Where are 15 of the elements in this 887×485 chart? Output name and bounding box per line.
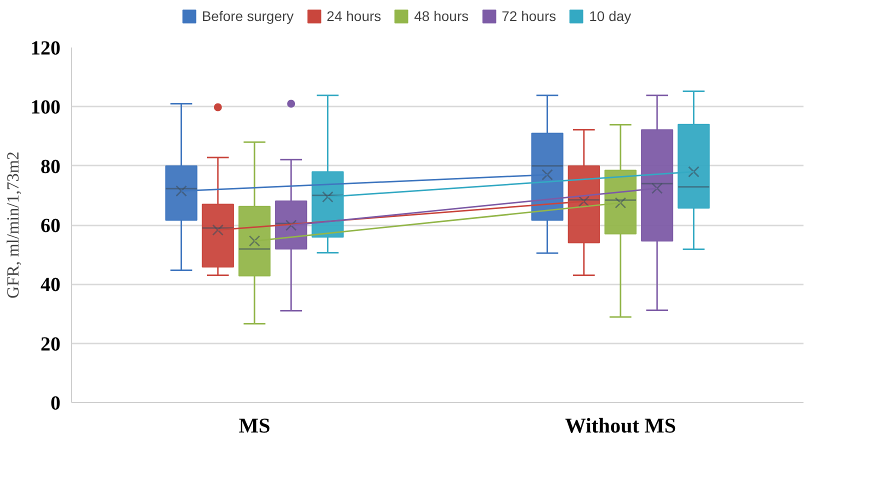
y-tick-label: 40: [40, 274, 60, 296]
y-tick-label: 20: [40, 333, 60, 356]
y-tick-label: 80: [40, 156, 60, 178]
legend-label: 10 day: [589, 8, 632, 24]
legend-label: 72 hours: [502, 8, 556, 24]
y-axis-title: GFR, ml/min/1,73m2: [4, 152, 22, 298]
legend-label: 24 hours: [326, 8, 382, 24]
y-tick-label: 120: [30, 38, 60, 60]
y-tick-label: 100: [30, 96, 60, 119]
x-tick-label: Without MS: [564, 414, 676, 438]
legend-label: Before surgery: [202, 8, 294, 24]
y-tick-label: 60: [40, 215, 60, 237]
legend-label: 48 hours: [414, 8, 469, 24]
y-tick-label: 0: [50, 392, 60, 414]
x-tick-label: MS: [238, 414, 270, 438]
